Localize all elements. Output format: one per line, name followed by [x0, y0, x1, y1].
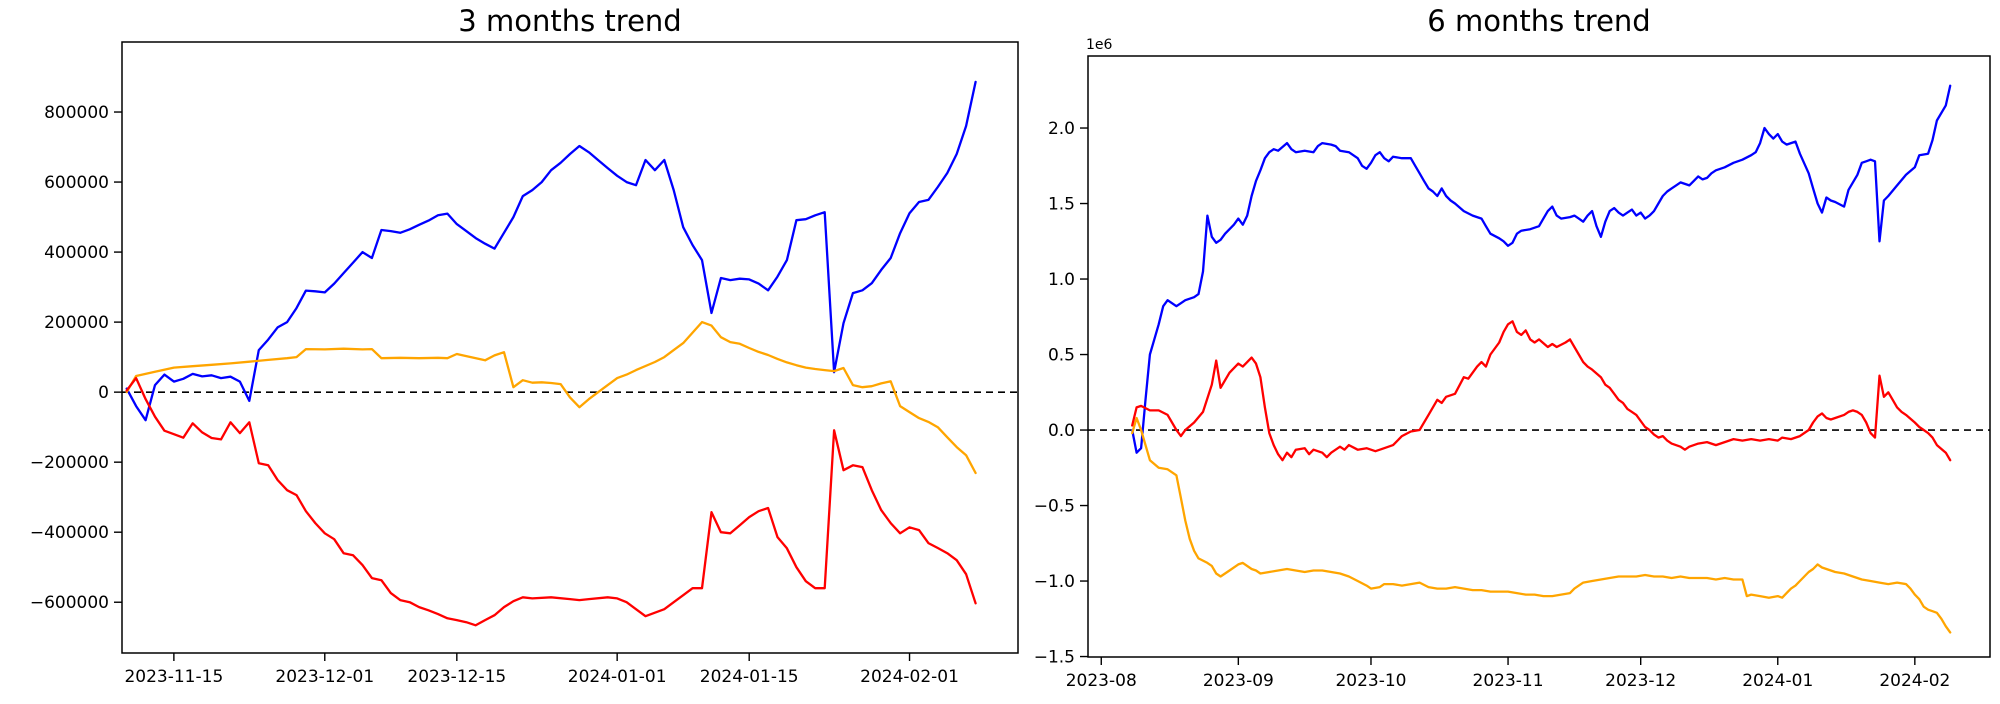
y-tick-label: −600000 [30, 593, 109, 613]
series-line-red [125, 376, 977, 627]
y-tick-label: 400000 [44, 243, 109, 263]
y-tick-label: 600000 [44, 173, 109, 193]
y-tick-label: 0.0 [1048, 421, 1075, 441]
chart-6-months-trend: 6 months trend 1e6 2.0 1.5 1.0 0.5 0.0 −0.5 −1… [1034, 4, 1991, 691]
y-tick-label: −1.5 [1034, 648, 1075, 668]
y-axis-offset-label: 1e6 [1086, 37, 1113, 53]
series-line-blue [1131, 84, 1952, 454]
plot-spines [1087, 55, 1991, 658]
y-tick-label: 800000 [44, 103, 109, 123]
series-line-orange [1131, 416, 1952, 634]
plot-spines [121, 41, 1019, 654]
y-tick-label: −0.5 [1034, 497, 1075, 517]
y-tick-label: 0 [98, 383, 109, 403]
y-tick-label: 0.5 [1048, 346, 1075, 366]
x-tick-label: 2023-12 [1605, 671, 1676, 691]
x-tick-label: 2023-08 [1066, 671, 1137, 691]
y-tick-label: −200000 [30, 453, 109, 473]
series-line-orange [125, 320, 977, 475]
y-tick-label: 1.0 [1048, 270, 1075, 290]
y-tick-label: −1.0 [1034, 572, 1075, 592]
x-tick-label: 2023-10 [1335, 671, 1406, 691]
chart-3-months-trend: 3 months trend 800000 600000 400000 200000 0… [30, 4, 1019, 687]
series-line-blue [125, 80, 977, 422]
x-tick-label: 2024-02-01 [860, 667, 959, 687]
x-tick-label: 2023-11 [1473, 671, 1544, 691]
x-tick-label: 2024-01-01 [568, 667, 667, 687]
series-line-red [1131, 320, 1952, 462]
x-tick-label: 2024-02 [1879, 671, 1950, 691]
x-tick-label: 2024-01-15 [700, 667, 799, 687]
x-tick-label: 2023-09 [1203, 671, 1274, 691]
x-tick-label: 2024-01 [1742, 671, 1813, 691]
y-tick-label: 2.0 [1048, 119, 1075, 139]
x-tick-label: 2023-11-15 [124, 667, 223, 687]
chart-title-3-months: 3 months trend [458, 4, 681, 38]
x-tick-label: 2023-12-01 [275, 667, 374, 687]
y-tick-label: 200000 [44, 313, 109, 333]
y-tick-label: 1.5 [1048, 195, 1075, 215]
x-tick-label: 2023-12-15 [407, 667, 506, 687]
y-tick-label: −400000 [30, 523, 109, 543]
chart-title-6-months: 6 months trend [1427, 4, 1650, 38]
